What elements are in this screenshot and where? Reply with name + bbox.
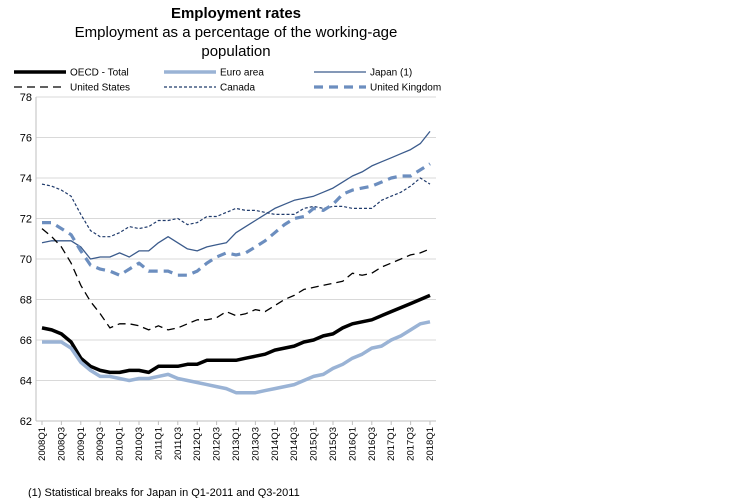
series-line-united-states	[41, 228, 431, 331]
x-tick-label: 2012Q3	[212, 427, 223, 461]
x-tick-label: 2014Q1	[270, 427, 281, 461]
x-tick-label: 2016Q1	[347, 427, 358, 461]
x-tick-label: 2009Q1	[76, 427, 87, 461]
x-tick-label: 2015Q3	[328, 427, 339, 461]
x-tick-label: 2013Q3	[250, 427, 261, 461]
legend-label-united-kingdom: United Kingdom	[370, 83, 441, 94]
footnote: (1) Statistical breaks for Japan in Q1-2…	[28, 487, 300, 498]
x-axis-ticks: 2008Q1 2008Q3 2009Q1 2009Q3 2010Q1 2010Q3 2011…	[37, 421, 436, 461]
y-tick-label: 70	[20, 254, 32, 266]
y-tick-label: 76	[20, 133, 32, 145]
y-tick-label: 68	[20, 295, 32, 307]
chart-title: Employment rates	[171, 5, 301, 22]
x-tick-label: 2012Q1	[192, 427, 203, 461]
x-tick-label: 2011Q3	[173, 427, 184, 460]
x-tick-label: 2014Q3	[289, 427, 300, 461]
x-tick-label: 2015Q1	[309, 427, 320, 461]
legend: OECD - Total Euro area Japan (1) United Sta…	[14, 68, 441, 94]
x-tick-label: 2017Q3	[406, 427, 417, 461]
y-tick-label: 62	[20, 416, 32, 428]
x-tick-label: 2010Q3	[134, 427, 145, 461]
series-line-japan-1	[41, 130, 431, 260]
x-tick-label: 2011Q1	[153, 427, 164, 460]
legend-label-canada: Canada	[220, 83, 255, 94]
x-tick-label: 2008Q1	[37, 427, 48, 461]
series-line-euro-area	[42, 320, 431, 395]
legend-label-united-states: United States	[70, 83, 130, 94]
y-tick-label: 72	[20, 214, 32, 226]
x-tick-label: 2008Q3	[56, 427, 67, 461]
series-line-united-kingdom	[42, 162, 431, 277]
y-tick-label: 66	[20, 335, 32, 347]
legend-label-euro-area: Euro area	[220, 68, 264, 79]
legend-label-oecd-total: OECD - Total	[70, 68, 129, 79]
series-line-canada	[41, 177, 431, 238]
x-tick-label: 2017Q1	[386, 427, 397, 461]
y-tick-label: 78	[20, 92, 32, 104]
x-tick-label: 2009Q3	[95, 427, 106, 461]
x-tick-label: 2018Q1	[425, 427, 436, 461]
chart-subtitle-line-1: Employment as a percentage of the workin…	[75, 24, 398, 41]
series-lines	[41, 130, 431, 395]
legend-label-japan-1: Japan (1)	[370, 68, 412, 79]
y-tick-label: 74	[20, 173, 32, 185]
chart-subtitle-line-2: population	[201, 43, 270, 60]
x-tick-label: 2016Q3	[367, 427, 378, 461]
x-tick-label: 2010Q1	[115, 427, 126, 461]
series-line-oecd-total	[41, 293, 431, 375]
x-tick-label: 2013Q1	[231, 427, 242, 461]
y-tick-label: 64	[20, 376, 32, 388]
y-axis-ticks: 62 64 66 68 70 72 74 76 78	[20, 92, 32, 428]
